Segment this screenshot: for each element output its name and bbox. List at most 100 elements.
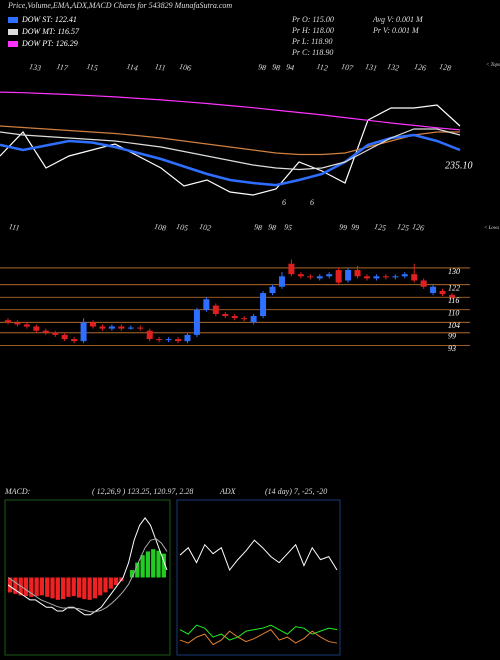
quote: Pr O: 115.00	[291, 15, 334, 24]
histogram-bar	[39, 577, 45, 596]
annotation: 235.10	[445, 160, 473, 171]
histogram-bar	[140, 555, 145, 578]
candle-body	[61, 334, 68, 340]
candle-body	[80, 322, 87, 342]
candle-body	[118, 326, 125, 329]
series-line	[0, 91, 461, 131]
y-tick-label: 93	[448, 344, 456, 353]
legend-label: DOW PT: 126.29	[21, 39, 78, 48]
candle-body	[335, 270, 342, 283]
top-label: 112	[316, 62, 329, 73]
macd-title: MACD:	[4, 487, 31, 496]
candle-body	[99, 326, 106, 329]
quote: Pr V: 0.001 M	[372, 26, 420, 35]
series-line	[179, 539, 338, 572]
adx-title: ADX	[219, 487, 237, 496]
candle-body	[420, 280, 427, 287]
low-label: 102	[198, 222, 211, 233]
candle-body	[382, 276, 389, 278]
candle-body	[260, 293, 267, 317]
low-label: 99	[338, 222, 347, 232]
histogram-bar	[61, 577, 66, 600]
candle-body	[184, 334, 191, 342]
candle-body	[137, 327, 144, 329]
y-tick-label: 130	[448, 267, 460, 276]
legend-swatch	[8, 29, 18, 35]
candle-body	[288, 263, 295, 275]
candle-body	[33, 326, 40, 331]
histogram-bar	[156, 550, 161, 578]
adx-subtitle: (14 day) 7, -25, -20	[265, 487, 327, 496]
candle-body	[193, 309, 200, 335]
legend-swatch	[8, 41, 18, 47]
histogram-bar	[50, 577, 55, 599]
histogram-bar	[13, 577, 18, 594]
histogram-bar	[114, 577, 119, 585]
candle-body	[449, 295, 455, 298]
chart-title: Price,Volume,EMA,ADX,MACD Charts for 543…	[7, 1, 232, 10]
histogram-bar	[29, 577, 34, 597]
top-label: 117	[56, 62, 70, 73]
candle-body	[108, 326, 115, 329]
histogram-bar	[129, 570, 135, 578]
top-label: 114	[126, 62, 139, 73]
candle-body	[269, 286, 276, 294]
mid-label: 6	[310, 198, 314, 207]
top-label: 111	[154, 62, 166, 73]
series-line	[0, 125, 460, 156]
series-line	[7, 538, 168, 613]
low-label: 125	[373, 222, 386, 233]
candle-body	[411, 274, 418, 281]
y-tick-label: 116	[448, 296, 459, 305]
low-label: 111	[8, 222, 20, 233]
candle-body	[354, 270, 361, 277]
y-tick-label: 104	[448, 321, 460, 330]
low-label: 95	[283, 222, 292, 232]
histogram-bar	[45, 577, 50, 597]
histogram-bar	[66, 577, 71, 597]
quote: Pr C: 118.90	[291, 48, 333, 57]
candle-body	[439, 290, 446, 295]
histogram-bar	[98, 577, 103, 596]
candle-body	[52, 332, 59, 335]
candle-body	[5, 320, 11, 323]
candle-body	[392, 276, 399, 278]
candle-body	[90, 322, 97, 327]
candle-body	[373, 276, 380, 279]
candle-body	[42, 330, 49, 333]
candle-body	[307, 276, 314, 278]
quote: Pr L: 118.90	[291, 37, 333, 46]
histogram-bar	[8, 577, 13, 593]
macd-subtitle: ( 12,26,9 ) 123.25, 120.97, 2.28	[92, 487, 193, 496]
candle-body	[241, 318, 248, 320]
histogram-bar	[108, 577, 113, 589]
candle-body	[71, 339, 78, 342]
top-label: 98	[271, 62, 280, 72]
top-label: 94	[285, 62, 294, 72]
candle-body	[278, 276, 285, 287]
mid-label: 6	[282, 198, 286, 207]
histogram-bar	[161, 553, 166, 578]
series-line	[7, 517, 168, 616]
adx-panel	[176, 499, 341, 656]
histogram-bar	[151, 549, 156, 578]
candle-body	[212, 305, 219, 314]
histogram-bar	[76, 577, 82, 598]
low-label: 98	[253, 222, 262, 232]
candle-body	[231, 316, 238, 319]
candle-body	[363, 276, 370, 279]
top-label: 128	[438, 62, 451, 73]
quote: Pr H: 118.00	[291, 26, 334, 35]
top-label: 126	[413, 62, 426, 73]
top-label: 106	[178, 62, 191, 73]
candle-body	[14, 322, 21, 325]
quote: Avg V: 0.001 M	[372, 15, 424, 24]
histogram-bar	[92, 577, 98, 599]
annotation: < Tops	[486, 63, 500, 68]
histogram-bar	[23, 577, 29, 597]
candle-body	[165, 339, 172, 341]
low-label: 105	[175, 222, 188, 233]
series-line	[0, 133, 461, 187]
candle-body	[401, 274, 408, 277]
